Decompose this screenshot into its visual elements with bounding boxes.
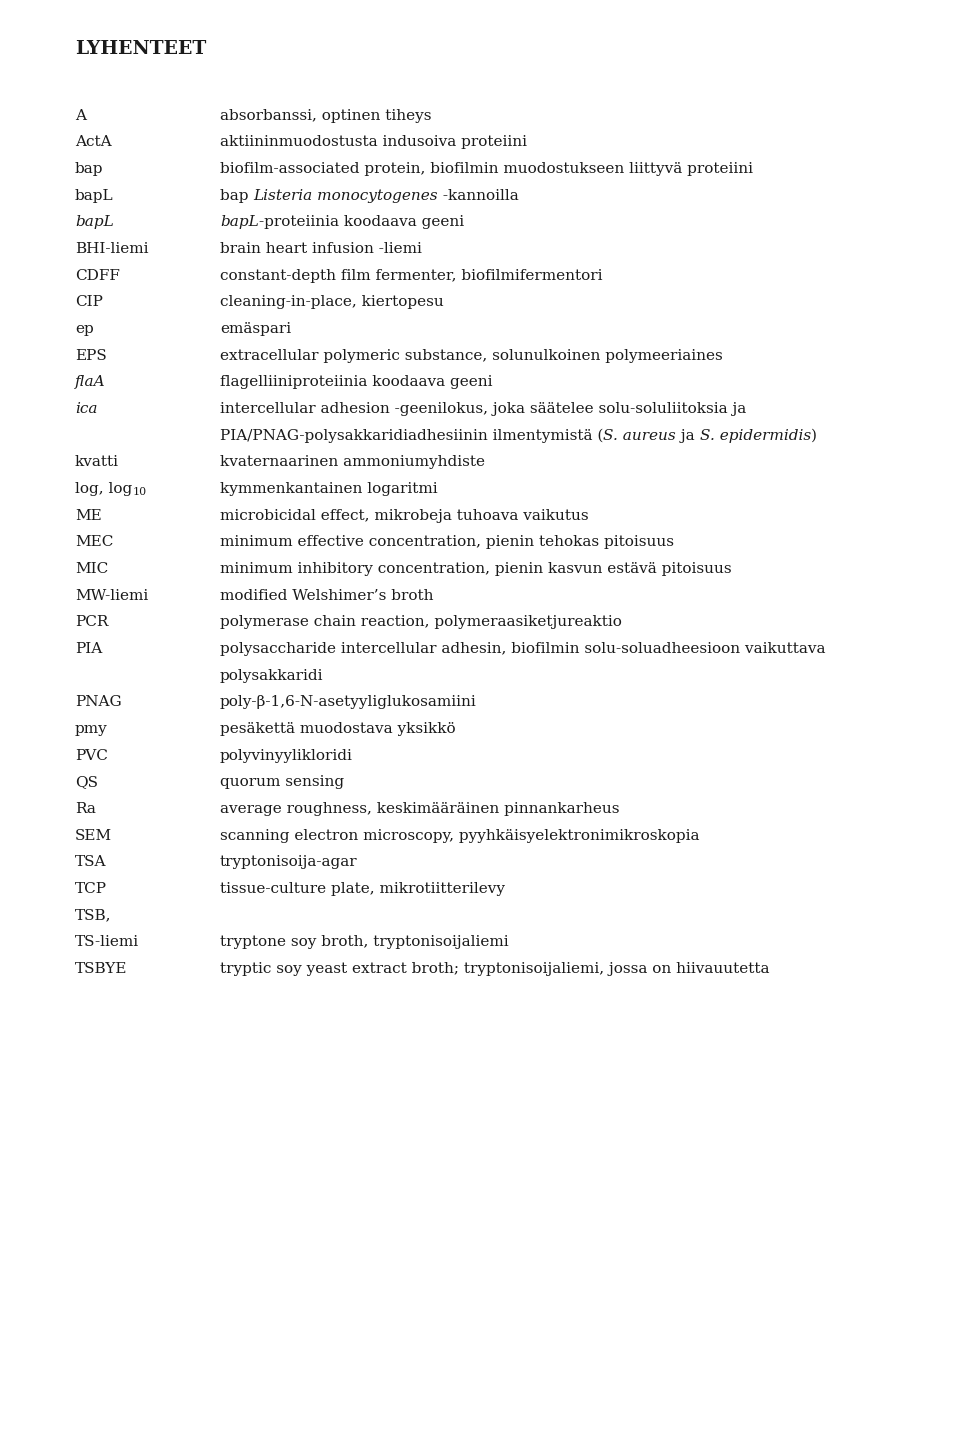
Text: bapL: bapL [75,216,113,230]
Text: polymerase chain reaction, polymeraasiketjureaktio: polymerase chain reaction, polymeraasike… [220,615,622,630]
Text: kvatti: kvatti [75,456,119,469]
Text: 10: 10 [132,487,146,498]
Text: minimum effective concentration, pienin tehokas pitoisuus: minimum effective concentration, pienin … [220,535,674,549]
Text: PIA/PNAG-polysakkaridiadhesiinin ilmentymistä (: PIA/PNAG-polysakkaridiadhesiinin ilmenty… [220,429,604,443]
Text: TSA: TSA [75,856,107,870]
Text: BHI-liemi: BHI-liemi [75,242,149,256]
Text: TSBYE: TSBYE [75,962,128,976]
Text: kymmenkantainen logaritmi: kymmenkantainen logaritmi [220,482,438,496]
Text: minimum inhibitory concentration, pienin kasvun estävä pitoisuus: minimum inhibitory concentration, pienin… [220,562,732,577]
Text: pmy: pmy [75,722,108,736]
Text: PIA: PIA [75,643,103,656]
Text: average roughness, keskimääräinen pinnankarheus: average roughness, keskimääräinen pinnan… [220,802,619,817]
Text: emäspari: emäspari [220,322,291,336]
Text: cleaning-in-place, kiertopesu: cleaning-in-place, kiertopesu [220,295,444,309]
Text: polyvinyylikloridi: polyvinyylikloridi [220,749,353,762]
Text: SEM: SEM [75,828,112,843]
Text: microbicidal effect, mikrobeja tuhoava vaikutus: microbicidal effect, mikrobeja tuhoava v… [220,509,588,523]
Text: constant-depth film fermenter, biofilmifermentori: constant-depth film fermenter, biofilmif… [220,269,603,283]
Text: MW-liemi: MW-liemi [75,588,148,603]
Text: EPS: EPS [75,349,107,362]
Text: quorum sensing: quorum sensing [220,775,344,789]
Text: CDFF: CDFF [75,269,120,283]
Text: S. aureus: S. aureus [604,429,676,443]
Text: log, log: log, log [75,482,132,496]
Text: extracellular polymeric substance, solunulkoinen polymeeriaines: extracellular polymeric substance, solun… [220,349,723,362]
Text: tryptone soy broth, tryptonisoijaliemi: tryptone soy broth, tryptonisoijaliemi [220,935,509,949]
Text: absorbanssi, optinen tiheys: absorbanssi, optinen tiheys [220,109,431,122]
Text: CIP: CIP [75,295,103,309]
Text: Ra: Ra [75,802,96,817]
Text: intercellular adhesion -geenilokus, joka säätelee solu-soluliitoksia ja: intercellular adhesion -geenilokus, joka… [220,403,746,416]
Text: ja: ja [676,429,700,443]
Text: flaA: flaA [75,375,106,390]
Text: TCP: TCP [75,881,107,896]
Text: ica: ica [75,403,98,416]
Text: tryptonisoija-agar: tryptonisoija-agar [220,856,358,870]
Text: biofilm-associated protein, biofilmin muodostukseen liittyvä proteiini: biofilm-associated protein, biofilmin mu… [220,162,753,175]
Text: TSB,: TSB, [75,909,111,923]
Text: bap: bap [75,162,104,175]
Text: PCR: PCR [75,615,108,630]
Text: bap: bap [220,188,253,203]
Text: polysaccharide intercellular adhesin, biofilmin solu-soluadheesioon vaikuttava: polysaccharide intercellular adhesin, bi… [220,643,826,656]
Text: QS: QS [75,775,98,789]
Text: ): ) [811,429,817,443]
Text: scanning electron microscopy, pyyhkäisyelektronimikroskopia: scanning electron microscopy, pyyhkäisye… [220,828,700,843]
Text: MEC: MEC [75,535,113,549]
Text: tryptic soy yeast extract broth; tryptonisoijaliemi, jossa on hiivauutetta: tryptic soy yeast extract broth; trypton… [220,962,770,976]
Text: ep: ep [75,322,94,336]
Text: PNAG: PNAG [75,696,122,709]
Text: TS-liemi: TS-liemi [75,935,139,949]
Text: MIC: MIC [75,562,108,577]
Text: ME: ME [75,509,102,523]
Text: Listeria monocytogenes: Listeria monocytogenes [253,188,438,203]
Text: -kannoilla: -kannoilla [438,188,518,203]
Text: bapL: bapL [75,188,113,203]
Text: A: A [75,109,86,122]
Text: pesäkettä muodostava yksikkö: pesäkettä muodostava yksikkö [220,722,456,736]
Text: PVC: PVC [75,749,108,762]
Text: flagelliiniproteiinia koodaava geeni: flagelliiniproteiinia koodaava geeni [220,375,492,390]
Text: bapL: bapL [220,216,259,230]
Text: kvaternaarinen ammoniumyhdiste: kvaternaarinen ammoniumyhdiste [220,456,485,469]
Text: -proteiinia koodaava geeni: -proteiinia koodaava geeni [259,216,464,230]
Text: modified Welshimer’s broth: modified Welshimer’s broth [220,588,434,603]
Text: aktiininmuodostusta indusoiva proteiini: aktiininmuodostusta indusoiva proteiini [220,135,527,150]
Text: tissue-culture plate, mikrotiitterilevy: tissue-culture plate, mikrotiitterilevy [220,881,505,896]
Text: LYHENTEET: LYHENTEET [75,40,206,58]
Text: ActA: ActA [75,135,111,150]
Text: S. epidermidis: S. epidermidis [700,429,811,443]
Text: polysakkaridi: polysakkaridi [220,669,324,683]
Text: brain heart infusion -liemi: brain heart infusion -liemi [220,242,421,256]
Text: poly-β-1,6-N-asetyyliglukosamiini: poly-β-1,6-N-asetyyliglukosamiini [220,696,477,709]
